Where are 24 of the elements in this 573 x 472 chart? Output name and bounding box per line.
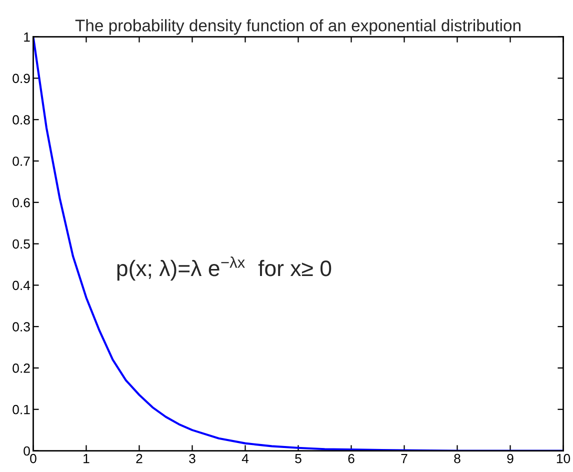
x-tick-label: 7	[401, 454, 408, 464]
x-tick-label: 1	[84, 454, 90, 464]
x-tick-label: 3	[189, 454, 196, 464]
x-tick-label: 8	[454, 454, 460, 464]
x-tick-label: 9	[507, 454, 514, 464]
y-tick-label: 0	[24, 446, 30, 456]
x-tick-label: 6	[348, 454, 354, 464]
x-tick-label: 4	[242, 454, 249, 464]
y-tick-label: 0.4	[12, 280, 30, 290]
y-tick-label: 0.7	[12, 156, 30, 166]
y-tick-label: 0.6	[12, 198, 30, 208]
y-tick-label: 0.1	[12, 404, 30, 414]
y-tick-label: 0.9	[12, 74, 30, 84]
x-tick-label: 5	[295, 454, 302, 464]
x-tick-label: 2	[136, 454, 142, 464]
annotation: p(x; λ)=λ e$^{−λx}$ for x≥ 0	[117, 256, 332, 281]
y-tick-label: 0.8	[12, 115, 30, 125]
x-tick-label: 10	[556, 454, 570, 464]
line-series	[33, 36, 564, 451]
y-tick-label: 1	[24, 32, 30, 42]
y-tick-label: 0.3	[12, 322, 30, 332]
chart-title: The probability density function of an exponential distribution	[75, 19, 520, 35]
y-tick-label: 0.5	[12, 239, 30, 249]
y-tick-label: 0.2	[12, 364, 30, 373]
